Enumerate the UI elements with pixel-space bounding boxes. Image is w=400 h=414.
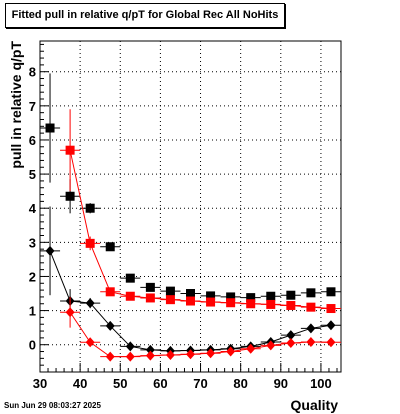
x-tick-label: 40 [73, 376, 87, 391]
data-point [226, 346, 236, 357]
chart-title: Fitted pull in relative q/pT for Global … [5, 3, 285, 28]
data-point [165, 349, 175, 360]
data-point [246, 293, 256, 303]
data-point [45, 123, 55, 133]
data-point [186, 349, 195, 360]
series-2 [60, 109, 341, 314]
x-tick-label: 90 [274, 376, 288, 391]
data-point [145, 344, 155, 355]
data-point [186, 289, 195, 299]
data-point [45, 245, 55, 256]
data-point [165, 295, 175, 305]
timestamp: Sun Jun 29 08:03:27 2025 [4, 401, 101, 410]
data-point [125, 351, 135, 362]
grid-lines [40, 41, 341, 372]
x-tick-label: 50 [113, 376, 127, 391]
y-tick-label: 2 [29, 269, 36, 284]
data-point [266, 340, 276, 351]
y-tick-label: 5 [29, 167, 36, 182]
data-point [246, 299, 256, 309]
y-axis-label: pull in relative q/pT [8, 41, 24, 169]
data-point [105, 287, 115, 297]
x-tick-label: 60 [153, 376, 167, 391]
data-point [306, 323, 316, 334]
series-layer [40, 73, 341, 362]
plot-frame [39, 40, 342, 373]
x-tick-label: 70 [193, 376, 207, 391]
data-point [326, 337, 336, 348]
data-point [165, 286, 175, 296]
y-tick-label: 1 [29, 304, 36, 319]
data-point [206, 297, 216, 307]
data-point [206, 348, 216, 359]
y-tick-label: 3 [29, 235, 36, 250]
data-point [286, 290, 296, 300]
data-point [266, 299, 276, 309]
data-point [286, 300, 296, 310]
data-point [306, 336, 316, 347]
data-point [286, 330, 296, 341]
y-tick-label: 0 [29, 338, 36, 353]
series-3 [40, 206, 341, 356]
data-point [326, 287, 336, 297]
data-point [65, 307, 75, 318]
data-point [145, 282, 155, 292]
data-point [85, 298, 95, 309]
x-axis-label: Quality [291, 397, 339, 413]
data-point [206, 291, 216, 301]
data-point [65, 191, 75, 201]
data-point [105, 242, 115, 252]
data-point [85, 203, 95, 213]
x-tick-label: 80 [233, 376, 247, 391]
data-point [186, 296, 195, 306]
data-point [125, 273, 135, 283]
y-tick-label: 4 [29, 201, 37, 216]
data-point [125, 341, 135, 352]
series-1 [40, 73, 341, 303]
x-tick-label: 30 [33, 376, 47, 391]
y-tick-label: 6 [29, 133, 36, 148]
data-point [226, 292, 236, 302]
data-point [85, 337, 95, 348]
axis-ticks: 30 40 50 60 70 80 90 100 0 1 2 3 4 5 6 7 8 [29, 43, 338, 391]
data-point [326, 320, 336, 331]
y-tick-label: 8 [29, 65, 36, 80]
data-point [286, 337, 296, 348]
data-point [145, 350, 155, 361]
data-point [145, 293, 155, 303]
data-point [306, 288, 316, 298]
data-point [246, 343, 256, 354]
y-tick-label: 7 [29, 99, 36, 114]
data-point [85, 238, 95, 248]
x-tick-label: 100 [310, 376, 332, 391]
data-point [226, 298, 236, 308]
data-point [105, 351, 115, 362]
data-point [266, 291, 276, 301]
series-4 [60, 296, 341, 362]
data-point [125, 291, 135, 301]
data-point [306, 302, 316, 312]
data-point [65, 145, 75, 155]
data-point [326, 304, 336, 314]
data-point [105, 320, 115, 331]
